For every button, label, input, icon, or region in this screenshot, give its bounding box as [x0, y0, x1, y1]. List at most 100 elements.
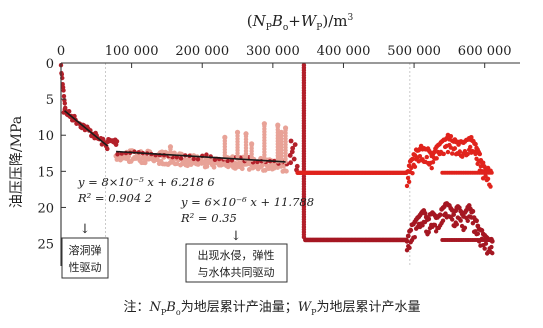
- data-point: [407, 245, 412, 251]
- data-point: [426, 230, 431, 235]
- data-point: [465, 151, 470, 157]
- data-point: [211, 164, 217, 170]
- data-point: [448, 133, 454, 139]
- data-point: [289, 149, 295, 155]
- x-tick-label: 100 000: [105, 44, 159, 59]
- data-point: [410, 170, 415, 176]
- data-point: [142, 160, 148, 166]
- x-tick-label: 500 000: [387, 44, 441, 59]
- fit-lines: [64, 110, 286, 163]
- data-point: [288, 138, 294, 144]
- data-point: [195, 157, 201, 162]
- data-point: [431, 149, 437, 155]
- data-point: [475, 231, 481, 236]
- x-tick-label: 400 000: [317, 44, 371, 59]
- data-point: [420, 223, 425, 228]
- data-point: [66, 109, 72, 114]
- data-point: [282, 125, 289, 131]
- data-point: [249, 141, 255, 147]
- fit-equation-2: y = 6×10⁻⁶ x + 11.788: [180, 195, 314, 209]
- data-point: [462, 149, 468, 154]
- data-point: [480, 160, 486, 166]
- data-point: [212, 157, 218, 162]
- data-point: [473, 141, 478, 147]
- fit-line-1: [64, 110, 109, 147]
- data-point: [288, 160, 294, 166]
- data-point: [412, 234, 417, 240]
- data-point: [441, 151, 446, 157]
- data-point: [479, 228, 485, 233]
- data-point: [239, 166, 245, 172]
- data-point: [275, 122, 281, 128]
- data-point: [433, 229, 439, 234]
- annotation-arrow-2: ↓: [231, 229, 242, 244]
- annotation-text-1b: 性驱动: [69, 260, 102, 274]
- data-point: [290, 145, 296, 151]
- data-point: [178, 156, 184, 161]
- data-point: [278, 129, 284, 135]
- data-point: [470, 220, 476, 226]
- fit-r2-2: R² = 0.35: [180, 211, 237, 225]
- data-point: [489, 170, 494, 175]
- data-point: [478, 164, 484, 169]
- data-point: [440, 218, 446, 223]
- data-point: [225, 158, 230, 164]
- y-axis-title: 油压压降/MPa: [9, 116, 25, 208]
- data-point: [422, 210, 428, 216]
- y-tick-label: 0: [46, 57, 54, 72]
- data-point: [62, 101, 68, 106]
- data-point: [489, 244, 494, 250]
- data-point: [410, 156, 415, 162]
- data-point: [488, 184, 493, 189]
- data-point: [408, 227, 414, 233]
- data-point: [404, 238, 410, 244]
- data-point: [61, 88, 66, 93]
- x-axis-title: (NPBo+WP)/m3: [247, 12, 354, 33]
- annotation-text-2b: 与水体共同驱动: [198, 265, 275, 279]
- data-point: [243, 131, 249, 137]
- data-point: [104, 146, 110, 152]
- data-point: [490, 250, 495, 256]
- data-point: [292, 142, 298, 148]
- y-tick-label: 5: [46, 93, 54, 108]
- data-point: [405, 233, 411, 239]
- y-tick-label: 20: [37, 201, 54, 216]
- data-point: [167, 144, 174, 150]
- data-point: [61, 94, 67, 99]
- data-point: [417, 153, 423, 159]
- data-point: [405, 175, 411, 181]
- annotation-text-1a: 溶洞弹: [69, 243, 102, 257]
- data-point: [445, 149, 451, 155]
- annotation-arrow-1: ↓: [80, 222, 91, 237]
- data-point: [234, 129, 241, 135]
- data-point: [287, 153, 293, 158]
- x-tick-label: 200 000: [175, 44, 229, 59]
- annotation-box-1: [61, 237, 109, 279]
- data-point: [114, 139, 120, 144]
- axes: [60, 62, 520, 266]
- data-point: [489, 237, 494, 242]
- data-point: [450, 151, 455, 156]
- x-tick-label: 0: [57, 44, 65, 59]
- y-tick-label: 25: [37, 238, 54, 253]
- data-point: [482, 246, 487, 251]
- data-point: [426, 216, 432, 222]
- data-point: [204, 164, 210, 169]
- data-point: [424, 154, 429, 160]
- annotation-text-2a: 出现水侵，弹性: [198, 248, 275, 262]
- data-point: [462, 225, 468, 231]
- footnote: 注：NPBo为地层累计产油量；WP为地层累计产水量: [124, 300, 421, 317]
- data-point: [284, 168, 289, 174]
- data-point: [465, 218, 470, 224]
- data-point: [429, 165, 434, 171]
- y-tick-label: 10: [37, 129, 54, 144]
- data-point: [412, 164, 418, 169]
- data-point: [485, 176, 491, 181]
- data-point: [294, 163, 300, 169]
- data-point: [115, 152, 120, 157]
- data-point: [450, 217, 455, 222]
- data-point: [437, 212, 443, 218]
- fit-r2-1: R² = 0.904 2: [77, 191, 152, 205]
